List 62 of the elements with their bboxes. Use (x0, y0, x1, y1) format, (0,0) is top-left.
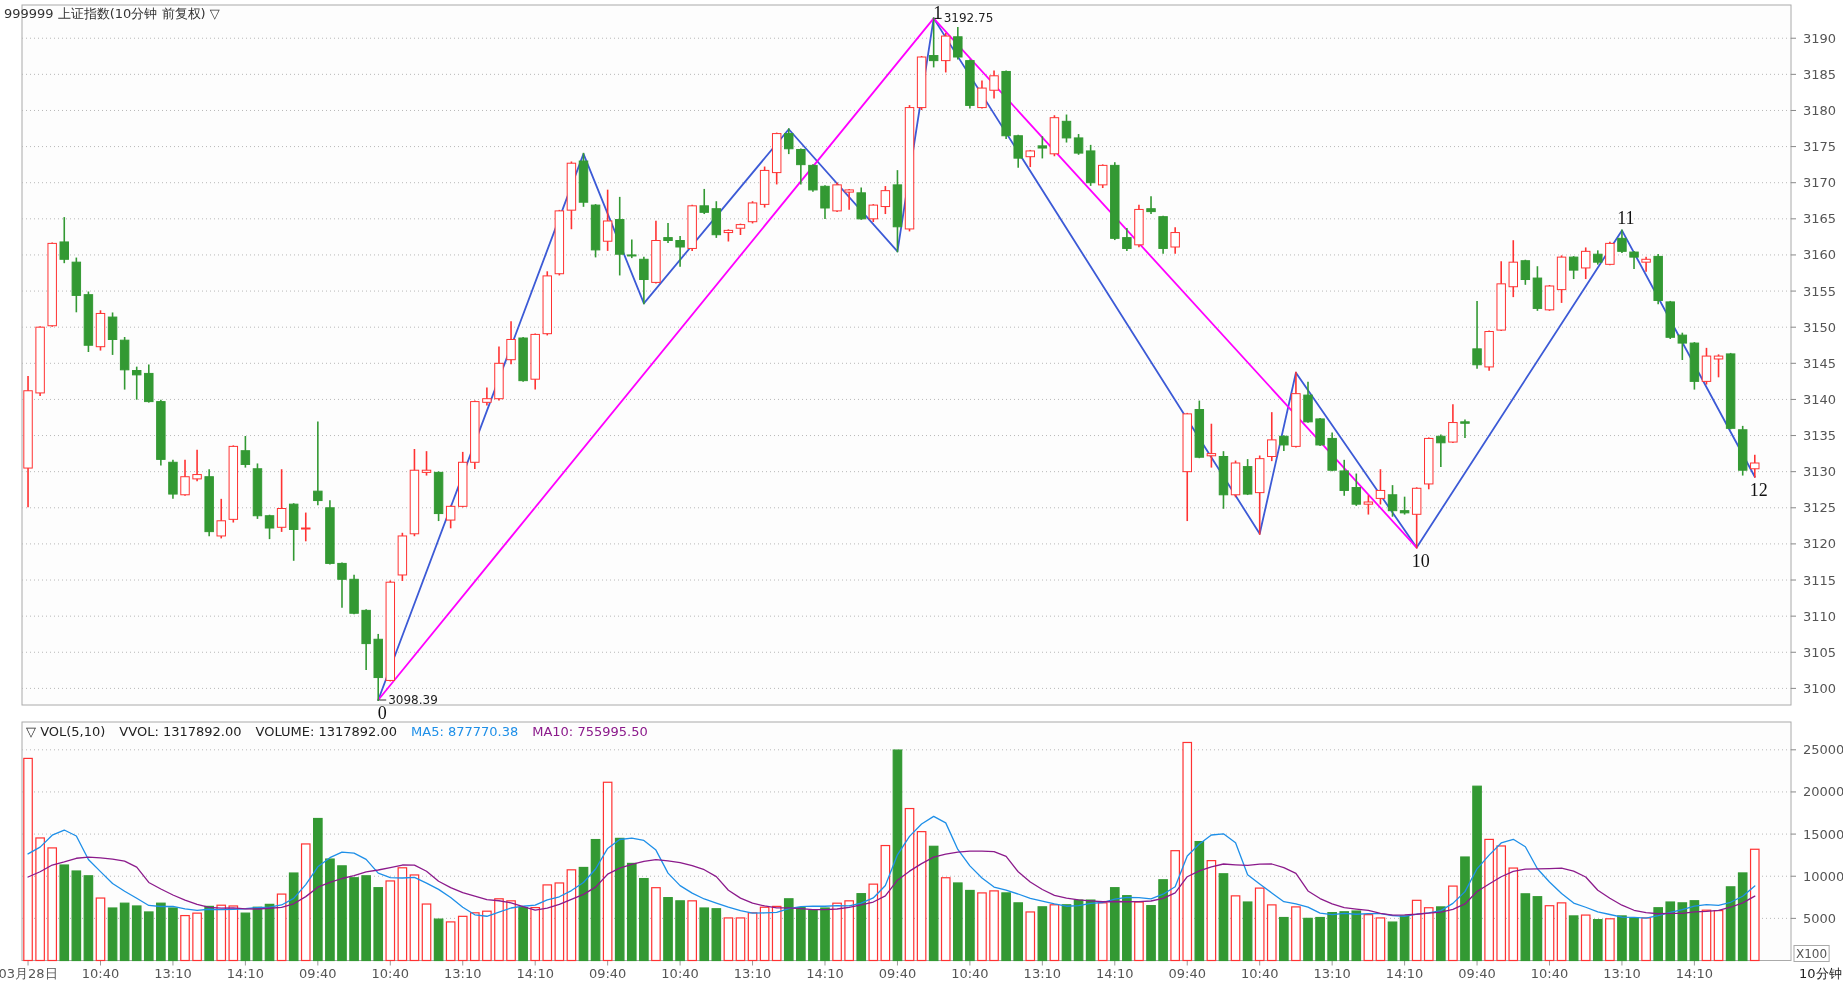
y-tick-label: 3100 (1803, 680, 1837, 696)
annotation: 12 (1749, 479, 1768, 500)
annotation: 0 (377, 703, 387, 724)
text: MA5: 877770.38 (411, 724, 519, 739)
y-tick-label: 3125 (1803, 500, 1837, 516)
y-tick-label: 3180 (1803, 102, 1837, 118)
x-tick-label: 14:10 (516, 965, 554, 981)
x-tick-label: 13:10 (1023, 965, 1062, 981)
y-tick-label: 3105 (1803, 644, 1837, 660)
x-tick-label: 10:40 (661, 965, 699, 981)
annotation: 11 (1617, 208, 1635, 229)
annotation: 3192.75 (943, 11, 994, 26)
y-tick-label: 3145 (1803, 355, 1837, 371)
y-tick-label: 3190 (1803, 30, 1837, 46)
y-tick-label: 10000 (1803, 868, 1843, 884)
x-tick-label: 14:10 (1096, 965, 1134, 981)
y-tick-label: 3115 (1803, 572, 1837, 588)
x-tick-label: 03月28日 (0, 965, 58, 981)
annotation: 1 (933, 3, 943, 23)
x-tick-label: 13:10 (733, 965, 772, 981)
x-tick-label: 13:10 (444, 965, 482, 981)
y-tick-label: 3130 (1803, 464, 1837, 480)
x-tick-label: 10:40 (1530, 965, 1569, 981)
y-tick-label: 3170 (1803, 175, 1837, 191)
annotation: 10 (1411, 550, 1430, 571)
x-tick-label: 14:10 (1675, 965, 1714, 981)
x-tick-label: 09:40 (588, 965, 627, 981)
x-tick-label: 14:10 (806, 965, 844, 981)
x-tick-label: 10:40 (371, 965, 410, 981)
x-tick-label: 13:10 (154, 965, 192, 981)
y-tick-label: 3120 (1803, 536, 1837, 552)
annotation: VOLUME: 1317892.00 (255, 724, 398, 739)
x-tick-label: 10:40 (81, 965, 120, 981)
chart-title: 999999 上证指数(10分钟 前复权) ▽ (4, 6, 220, 21)
y-tick-label: 3160 (1803, 247, 1837, 263)
x-tick-label: 09:40 (1168, 965, 1206, 981)
y-tick-label: 3110 (1803, 608, 1837, 624)
x-tick-label: 10:40 (1240, 965, 1279, 981)
annotation: VVOL: 1317892.00 (119, 724, 242, 739)
x-axis-title: 10分钟 (1799, 965, 1842, 981)
y-tick-label: 5000 (1803, 910, 1837, 926)
y-tick-label: 3165 (1803, 211, 1837, 227)
x-tick-label: 14:10 (1385, 965, 1424, 981)
x-tick-label: 09:40 (1458, 965, 1496, 981)
y-tick-label: 3140 (1803, 391, 1837, 407)
y-tick-label: 3150 (1803, 319, 1837, 335)
y-tick-label: 15000 (1803, 826, 1843, 842)
y-tick-label: 3135 (1803, 428, 1837, 444)
text: MA10: 755995.50 (532, 724, 648, 739)
annotation: ▽ VOL(5,10) (26, 724, 106, 739)
y-tick-label: 25000 (1803, 742, 1843, 758)
x-tick-label: 14:10 (226, 965, 265, 981)
y-tick-label: 20000 (1803, 784, 1843, 800)
x-tick-label: 13:10 (1603, 965, 1641, 981)
y-tick-label: 3155 (1803, 283, 1837, 299)
y-tick-label: 3185 (1803, 66, 1837, 82)
x-tick-label: 09:40 (299, 965, 337, 981)
x-tick-label: 13:10 (1313, 965, 1351, 981)
annotation: 3098.39 (388, 693, 438, 708)
y-tick-label: 3175 (1803, 139, 1837, 155)
x-tick-label: 10:40 (951, 965, 989, 981)
x-tick-label: 09:40 (878, 965, 917, 981)
